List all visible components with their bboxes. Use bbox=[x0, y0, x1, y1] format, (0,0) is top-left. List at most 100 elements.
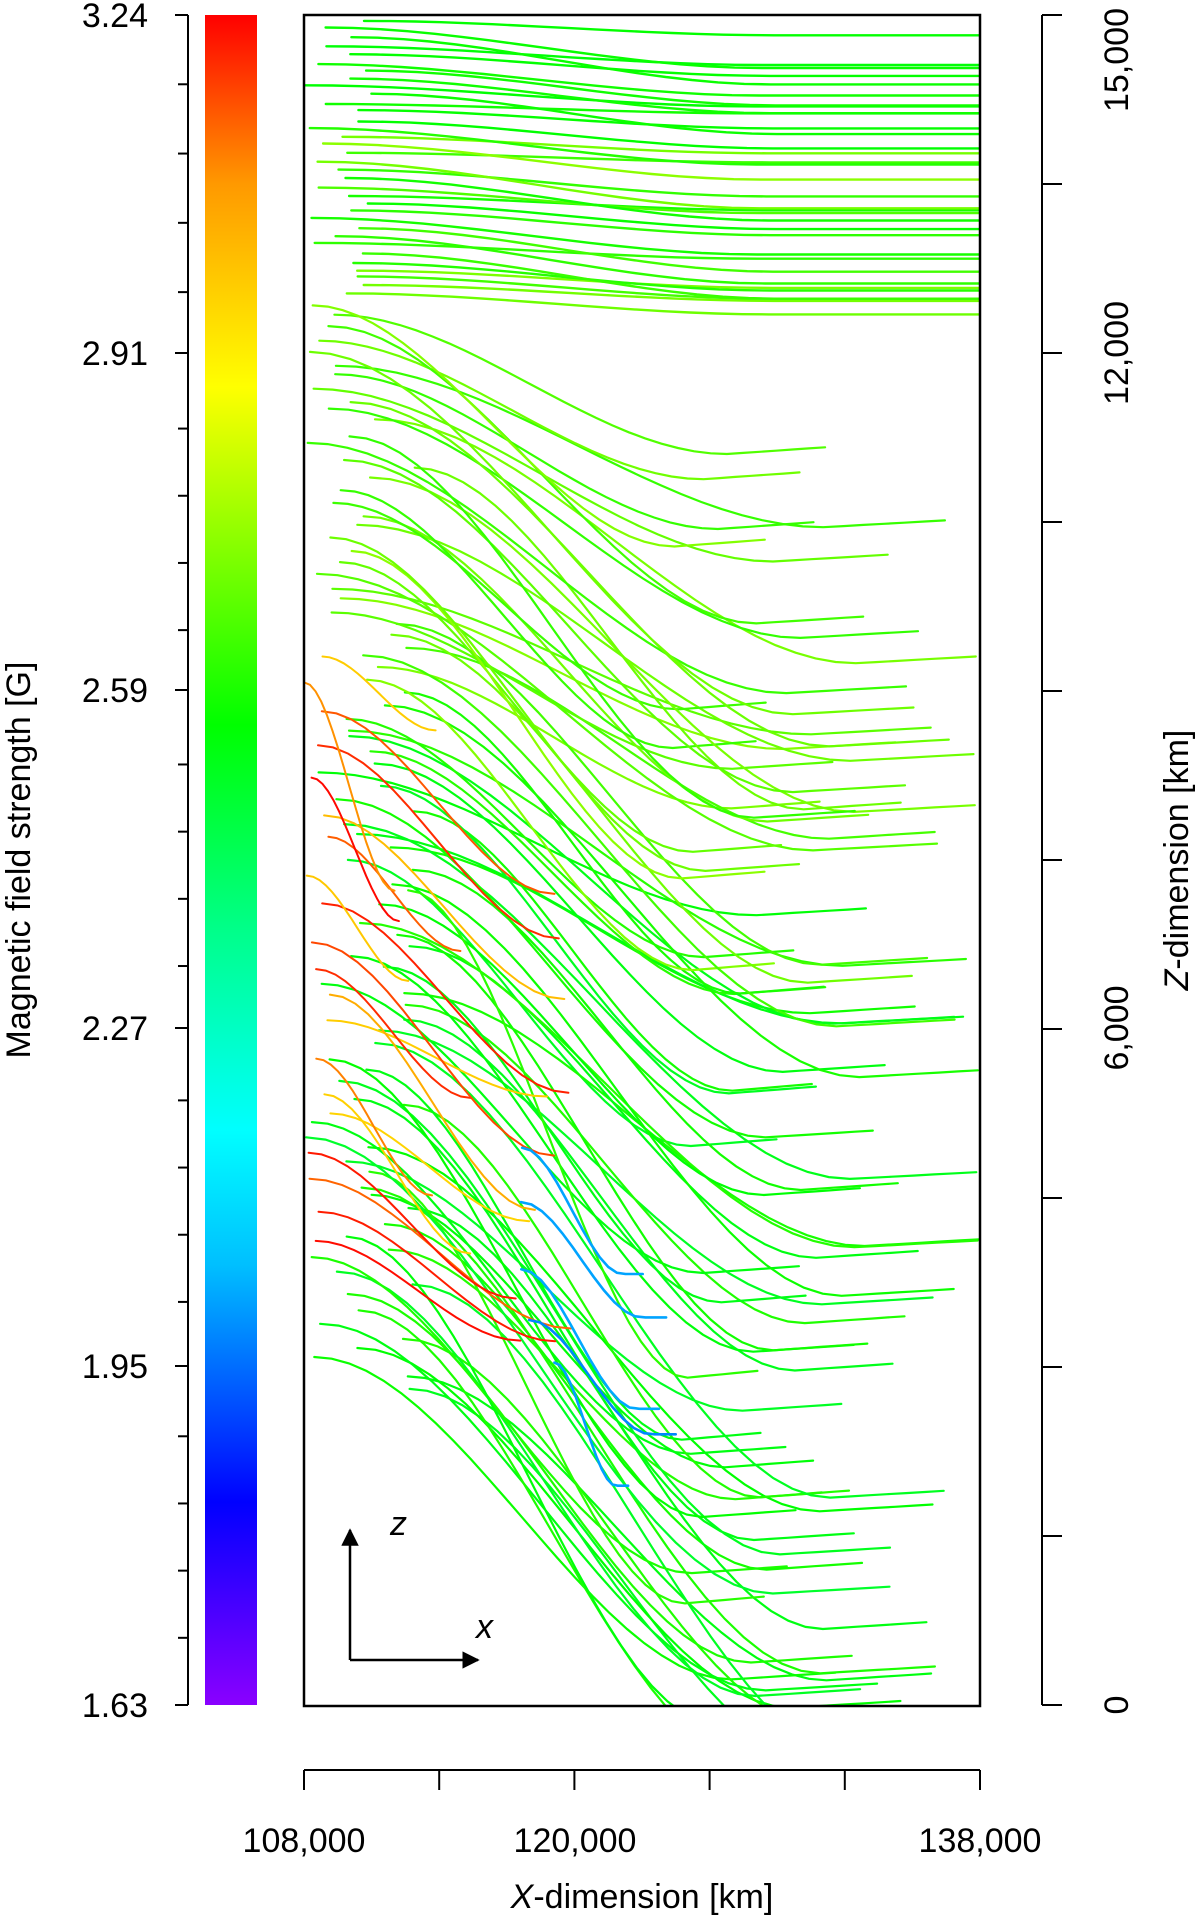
field-line bbox=[327, 407, 920, 640]
field-line bbox=[310, 216, 980, 256]
field-line bbox=[408, 1387, 726, 1706]
field-line bbox=[304, 681, 396, 892]
field-line bbox=[368, 1170, 765, 1605]
colorbar-tick-label: 2.27 bbox=[82, 1010, 148, 1048]
orientation-x-label: x bbox=[474, 1608, 494, 1646]
field-line bbox=[328, 1058, 797, 1519]
field-line bbox=[357, 120, 980, 150]
field-line bbox=[343, 458, 907, 794]
field-line bbox=[348, 735, 956, 1025]
z-axis-title: Z-dimension [km] bbox=[1158, 730, 1196, 992]
field-line bbox=[358, 227, 980, 273]
field-line bbox=[413, 466, 902, 811]
field-line bbox=[390, 633, 913, 984]
field-line bbox=[396, 933, 869, 1352]
field-line bbox=[315, 1057, 433, 1197]
field-line bbox=[313, 1355, 837, 1681]
field-line bbox=[411, 868, 899, 1192]
colorbar-title: Magnetic field strength [G] bbox=[0, 662, 38, 1059]
field-line bbox=[347, 194, 980, 212]
field-line bbox=[402, 1103, 851, 1499]
z-axis: 0 6,000 12,000 15,000 Z-dimension [km] bbox=[1041, 8, 1196, 1714]
field-line bbox=[324, 26, 980, 70]
field-line bbox=[317, 186, 980, 215]
field-line bbox=[327, 835, 462, 952]
field-line bbox=[367, 1146, 934, 1513]
x-axis-title-rest: -dimension [km] bbox=[533, 1878, 773, 1916]
field-line bbox=[362, 654, 956, 1028]
field-line bbox=[353, 1097, 855, 1542]
field-line bbox=[345, 1235, 676, 1706]
z-tick-label: 15,000 bbox=[1098, 8, 1136, 112]
plot-frame bbox=[302, 13, 982, 1708]
field-line bbox=[307, 1151, 517, 1300]
x-axis-title: X-dimension [km] bbox=[510, 1878, 774, 1916]
field-line bbox=[333, 313, 827, 456]
colorbar-tick-label: 2.59 bbox=[82, 672, 148, 710]
field-line bbox=[519, 1200, 668, 1319]
field-line bbox=[339, 489, 757, 750]
field-line bbox=[407, 1206, 928, 1631]
colorbar-major-ticks bbox=[175, 14, 188, 1706]
colorbar-minor-ticks bbox=[178, 83, 188, 1639]
z-tick-label: 6,000 bbox=[1098, 985, 1136, 1070]
field-line bbox=[305, 1136, 891, 1595]
field-line bbox=[348, 435, 856, 819]
orientation-axes: z x bbox=[341, 1505, 494, 1669]
field-line bbox=[308, 126, 980, 166]
field-line bbox=[360, 1186, 936, 1675]
field-line bbox=[359, 921, 979, 1249]
field-line bbox=[411, 1283, 768, 1706]
field-line bbox=[323, 1093, 472, 1255]
field-line bbox=[310, 776, 400, 923]
field-line bbox=[377, 1029, 934, 1306]
field-line bbox=[331, 587, 932, 736]
field-line bbox=[337, 168, 980, 198]
colorbar-tick-label: 1.95 bbox=[82, 1348, 148, 1386]
field-line bbox=[341, 135, 980, 155]
field-line bbox=[321, 902, 570, 1094]
field-line bbox=[370, 92, 980, 136]
field-line bbox=[327, 325, 865, 625]
colorbar-tick-label: 2.91 bbox=[82, 335, 148, 373]
field-line bbox=[366, 202, 980, 231]
field-line bbox=[346, 1292, 853, 1664]
field-line bbox=[401, 1337, 766, 1706]
field-line bbox=[320, 710, 556, 895]
colorbar-gradient bbox=[205, 15, 257, 1705]
field-line bbox=[332, 501, 767, 711]
colorbar-tick-label: 1.63 bbox=[82, 1687, 148, 1725]
field-line bbox=[361, 252, 980, 300]
field-line bbox=[317, 1210, 557, 1343]
field-line bbox=[317, 744, 560, 940]
field-line bbox=[339, 597, 897, 751]
z-tick-label: 12,000 bbox=[1098, 301, 1136, 405]
x-tick-label: 120,000 bbox=[514, 1822, 637, 1860]
field-line bbox=[356, 523, 975, 762]
field-line bbox=[349, 53, 980, 78]
field-line bbox=[383, 1223, 864, 1571]
field-line bbox=[305, 874, 410, 982]
field-line bbox=[404, 1003, 906, 1325]
field-line bbox=[344, 176, 980, 222]
field-line bbox=[376, 665, 821, 810]
field-line bbox=[306, 441, 908, 695]
field-line bbox=[369, 476, 976, 814]
field-line bbox=[311, 304, 766, 548]
field-line bbox=[316, 160, 980, 210]
field-line bbox=[345, 292, 980, 316]
field-line bbox=[323, 814, 566, 1000]
field-line bbox=[527, 1318, 677, 1436]
field-line bbox=[343, 823, 978, 1181]
field-line bbox=[366, 678, 775, 972]
field-line bbox=[315, 572, 939, 852]
field-line bbox=[373, 418, 977, 665]
field-line bbox=[352, 261, 980, 292]
field-line bbox=[328, 993, 536, 1211]
field-line bbox=[310, 1256, 788, 1575]
field-line bbox=[378, 903, 861, 1197]
field-line bbox=[520, 1268, 661, 1411]
z-axis-ticks bbox=[1042, 14, 1062, 1706]
colorbar-tick-label: 3.24 bbox=[82, 0, 148, 35]
